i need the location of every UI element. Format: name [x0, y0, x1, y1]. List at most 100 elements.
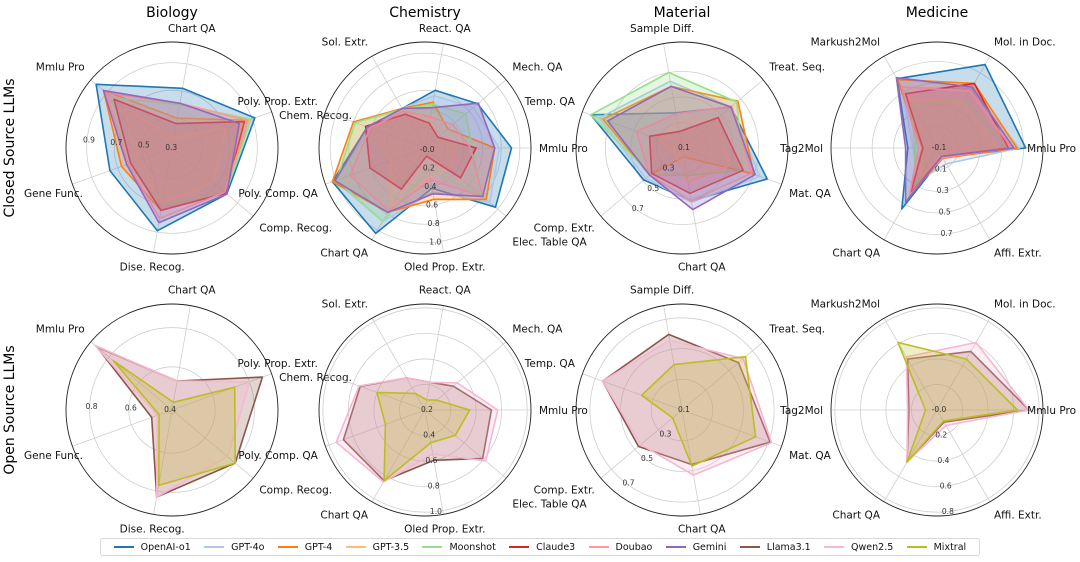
axis-spoke	[171, 409, 254, 479]
radial-tick-label: 0.4	[424, 182, 436, 191]
radial-tick-label: 0.1	[678, 405, 690, 414]
radial-tick-label: 0.7	[632, 204, 644, 213]
axis-label: Elec. Table QA	[512, 498, 587, 510]
legend-swatch	[204, 546, 225, 548]
axis-spoke	[424, 147, 444, 253]
series-gemini	[606, 85, 757, 211]
axis-label: Mmlu Pro	[1027, 143, 1076, 155]
axis-label: Poly. Prop. Extr.	[238, 96, 318, 108]
axis-spoke	[171, 305, 191, 411]
axis-spoke	[325, 409, 426, 447]
series-gemini	[334, 102, 496, 214]
series-qwen2-5	[335, 377, 499, 483]
series-mixtral	[112, 359, 236, 487]
legend-item: GPT-4	[277, 541, 333, 553]
legend-swatch	[345, 546, 366, 548]
axis-label: Dise. Recog.	[120, 261, 185, 273]
outer-frame	[318, 303, 532, 517]
legend-swatch	[113, 546, 134, 548]
axis-label: Mmlu Pro	[1027, 405, 1076, 417]
legend-label: Mixtral	[933, 541, 967, 553]
radial-tick-label: 0.7	[110, 138, 122, 147]
radial-tick-label: 0.6	[425, 456, 437, 465]
axis-label: Sample Diff.	[630, 23, 694, 35]
series-doubao	[349, 110, 484, 212]
radial-tick-label: 0.3	[165, 143, 177, 152]
axis-label: Chart QA	[678, 523, 726, 535]
radar-chart: Biology 0.3 0.5 0.7 0.9 Chart QA Mmlu Pro Gene …	[24, 5, 352, 273]
legend-swatch	[739, 546, 760, 548]
axis-label: Poly. Comp. QA	[238, 450, 318, 462]
series-mixtral	[376, 391, 471, 482]
axis-label: Markush2Mol	[811, 36, 880, 48]
grid-circle	[89, 327, 255, 493]
grid-circle	[86, 62, 258, 234]
axis-label: Chart QA	[678, 261, 726, 273]
axis-label: Mat. QA	[789, 188, 832, 200]
axis-label: Tag2Mol	[779, 143, 823, 155]
axis-label: Temp. QA	[524, 96, 576, 108]
axis-label: Tag2Mol	[779, 405, 823, 417]
series-openai-o1	[95, 83, 256, 232]
legend-item: Qwen2.5	[824, 542, 893, 553]
series-mixtral	[640, 355, 757, 467]
axis-spoke	[424, 147, 507, 217]
grid-circle	[128, 366, 216, 454]
radial-tick-label: 0.4	[423, 430, 435, 439]
legend-item: Mixtral	[906, 541, 967, 553]
grid-circle	[589, 317, 775, 503]
radar-chart: 0.2 0.4 0.6 0.8 1.0 Mmlu Pro Mech. QA React. QA…	[238, 285, 588, 536]
chart-title: Chemistry	[389, 5, 461, 21]
legend-label: Claude3	[536, 541, 576, 553]
axis-spoke	[936, 56, 991, 149]
axis-label: Affi. Extr.	[994, 248, 1042, 260]
radial-tick-label: 0.1	[678, 143, 690, 152]
chart-title: Biology	[146, 5, 198, 21]
series-openai-o1	[589, 106, 769, 202]
axis-label: Chart QA	[168, 23, 216, 35]
axis-label: React. QA	[419, 285, 472, 297]
radar-chart: Medicine -0.1 0.1 0.3 0.5 0.7 Mmlu Pro Mol. in …	[779, 5, 1076, 260]
radial-tick-label: 0.2	[423, 163, 435, 172]
axis-label: Poly. Prop. Extr.	[238, 358, 318, 370]
axis-label: Treat. Seq.	[768, 62, 825, 74]
series-gpt-3-5	[123, 107, 228, 205]
axis-label: Markush2Mol	[811, 298, 880, 310]
axis-spoke	[681, 79, 764, 149]
radial-tick-label: 0.7	[941, 229, 953, 238]
axis-spoke	[424, 305, 444, 411]
axis-label: Elec. Table QA	[512, 236, 587, 248]
axis-spoke	[325, 111, 426, 149]
axis-spoke	[171, 373, 272, 411]
radial-tick-label: 0.8	[428, 481, 440, 490]
legend-swatch	[588, 546, 609, 548]
axis-spoke	[883, 409, 938, 502]
outer-frame	[830, 41, 1044, 255]
radar-chart: 0.4 0.6 0.8 Chart QA Mmlu Pro Gene Func. Dise.…	[24, 285, 352, 536]
axis-label: Chart QA	[168, 285, 216, 297]
legend-item: GPT-3.5	[345, 542, 409, 553]
outer-frame	[575, 41, 789, 255]
axis-spoke	[681, 409, 782, 447]
legend-swatch	[906, 546, 927, 548]
radial-tick-label: 0.4	[164, 405, 176, 414]
axis-label: Comp. Recog.	[259, 484, 332, 496]
axis-label: Comp. Recog.	[259, 222, 332, 234]
legend-swatch	[422, 546, 443, 548]
radial-tick-label: 0.8	[86, 402, 98, 411]
axis-spoke	[681, 147, 782, 185]
series-claude3	[364, 113, 477, 190]
axis-spoke	[424, 341, 507, 411]
series-llama3-1	[906, 350, 1030, 463]
legend-label: GPT-4	[304, 541, 333, 553]
legend-label: GPT-4o	[231, 541, 265, 553]
axis-label: Temp. QA	[524, 358, 576, 370]
radial-tick-label: 0.4	[937, 456, 949, 465]
axis-spoke	[600, 147, 683, 217]
series-doubao	[105, 92, 250, 220]
radial-tick-label: 0.5	[138, 140, 150, 149]
radial-tick-label: 0.1	[935, 165, 947, 174]
legend-label: OpenAI-o1	[140, 541, 191, 553]
radial-tick-label: 0.7	[623, 479, 635, 488]
axis-label: Dise. Recog.	[120, 523, 185, 535]
